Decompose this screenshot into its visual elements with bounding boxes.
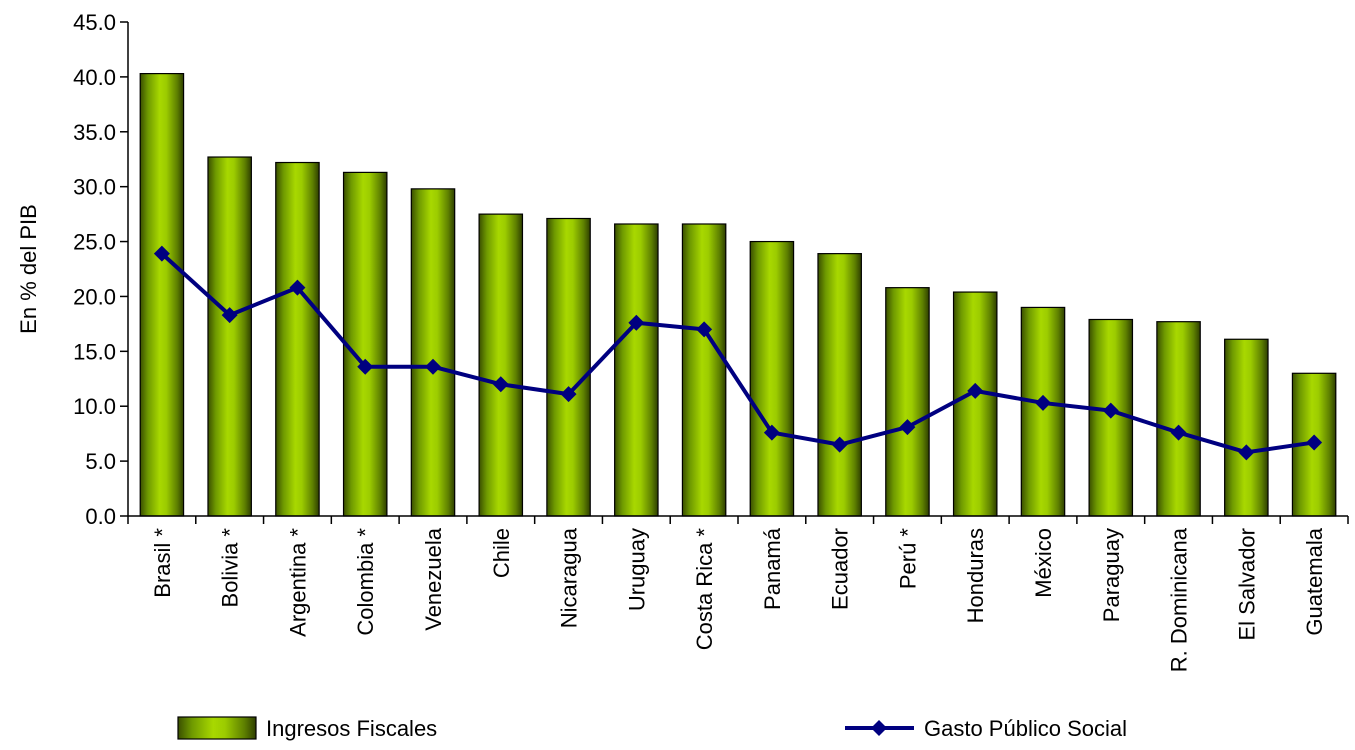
y-tick-label: 5.0 <box>85 449 116 474</box>
bar-9 <box>682 224 725 516</box>
bar-14 <box>1021 307 1064 516</box>
y-tick-label: 45.0 <box>73 10 116 35</box>
bar-6 <box>479 214 522 516</box>
category-label: Honduras <box>963 528 988 623</box>
legend-label-gasto: Gasto Público Social <box>924 716 1127 741</box>
bar-12 <box>886 288 929 516</box>
category-label: Brasil * <box>150 528 175 598</box>
bar-17 <box>1225 339 1268 516</box>
legend-label-ingresos: Ingresos Fiscales <box>266 716 437 741</box>
bar-10 <box>750 242 793 516</box>
legend-swatch-gasto-marker <box>871 720 887 736</box>
y-tick-label: 25.0 <box>73 230 116 255</box>
y-tick-label: 40.0 <box>73 65 116 90</box>
y-tick-label: 20.0 <box>73 284 116 309</box>
category-label: Paraguay <box>1099 528 1124 622</box>
category-label: Venezuela <box>421 527 446 631</box>
category-label: Uruguay <box>624 528 649 611</box>
bar-11 <box>818 254 861 516</box>
bar-4 <box>344 172 387 516</box>
category-label: Perú * <box>895 528 920 590</box>
category-label: Chile <box>489 528 514 578</box>
y-tick-label: 30.0 <box>73 175 116 200</box>
gasto-line <box>162 254 1314 453</box>
bar-7 <box>547 219 590 516</box>
category-label: R. Dominicana <box>1167 527 1192 672</box>
category-label: Ecuador <box>828 528 853 610</box>
y-tick-label: 35.0 <box>73 120 116 145</box>
bar-5 <box>411 189 454 516</box>
y-tick-label: 10.0 <box>73 394 116 419</box>
bar-3 <box>276 163 319 516</box>
bar-16 <box>1157 322 1200 516</box>
bar-2 <box>208 157 251 516</box>
category-label: Colombia * <box>353 528 378 636</box>
bar-8 <box>615 224 658 516</box>
category-label: Costa Rica * <box>692 528 717 651</box>
bar-13 <box>954 292 997 516</box>
category-label: Argentina * <box>285 528 310 637</box>
category-label: Bolivia * <box>218 528 243 608</box>
category-label: Guatemala <box>1302 527 1327 635</box>
category-label: El Salvador <box>1234 528 1259 641</box>
category-label: Nicaragua <box>557 527 582 628</box>
y-tick-label: 0.0 <box>85 504 116 529</box>
category-label: Panamá <box>760 527 785 610</box>
bar-1 <box>140 74 183 516</box>
y-tick-label: 15.0 <box>73 339 116 364</box>
y-axis-title: En % del PIB <box>16 204 41 334</box>
category-label: México <box>1031 528 1056 598</box>
legend-swatch-ingresos <box>178 717 256 739</box>
